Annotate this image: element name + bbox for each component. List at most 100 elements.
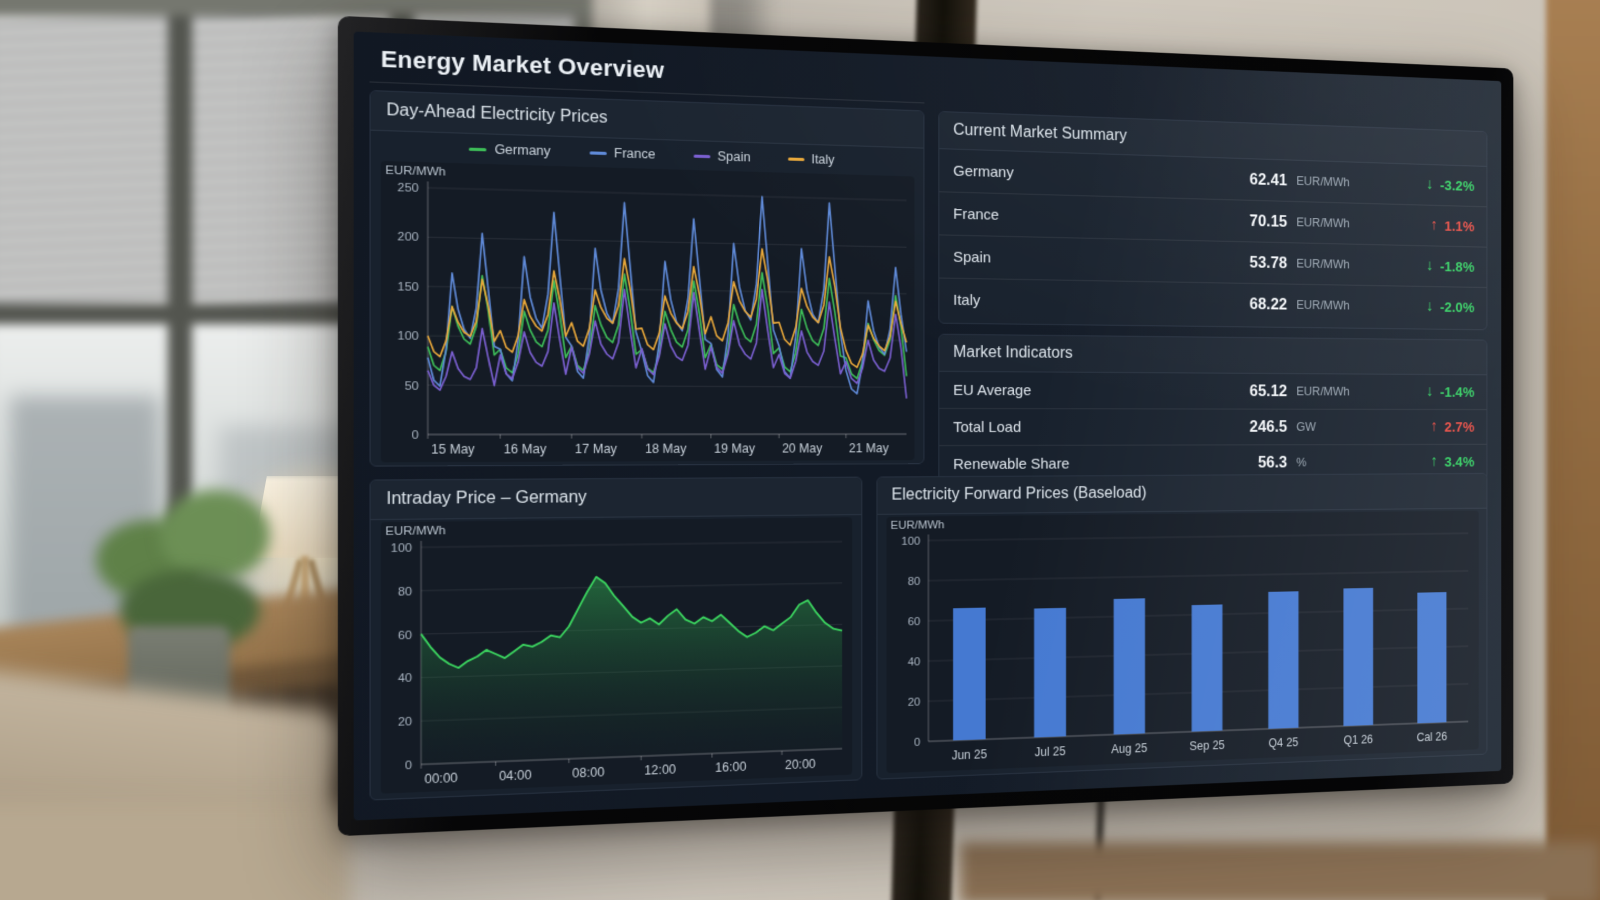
panel-title: Electricity Forward Prices (Baseload) [877,473,1487,515]
svg-text:16 May: 16 May [504,442,548,456]
svg-text:20:00: 20:00 [785,757,816,772]
change-percent: -2.0% [1440,298,1475,316]
row-change: ↓ -1.4% [1370,383,1474,400]
table-row: Total Load 246.5 GW ↑ 2.7% [939,407,1487,446]
row-change: ↑ 1.1% [1370,216,1474,236]
svg-text:50: 50 [405,378,420,393]
row-unit: EUR/MWh [1296,215,1350,231]
legend-color-dash [589,150,607,155]
svg-text:Jun 25: Jun 25 [952,747,988,762]
row-value: 246.5 [1249,417,1288,436]
row-label: Germany [953,162,1014,181]
market-summary-panel: Current Market Summary Germany 62.41 EUR… [938,110,1488,331]
intraday-chart: 0 20 40 60 80 100 EUR/MWh 00:00 04:00 08:00 12:00 1… [380,517,853,794]
row-value: 65.12 [1249,382,1288,400]
svg-text:Cal 26: Cal 26 [1417,730,1448,744]
svg-text:40: 40 [908,655,921,669]
svg-text:Q1 26: Q1 26 [1344,733,1373,747]
summary-rows: Germany 62.41 EUR/MWh ↓ -3.2% France 70.1… [939,149,1487,328]
tv-screen: Energy Market Overview Day-Ahead Electri… [353,31,1502,821]
svg-text:0: 0 [412,427,420,442]
market-indicators-panel: Market Indicators EU Average 65.12 EUR/M… [938,333,1488,485]
svg-text:100: 100 [391,540,413,555]
row-value: 53.78 [1249,253,1288,272]
svg-text:EUR/MWh: EUR/MWh [890,518,944,532]
row-label: Renewable Share [953,455,1070,473]
svg-text:20: 20 [908,695,921,709]
forward-prices-chart: 0 20 40 60 80 100 EUR/MWh Jun 25 Jul 25 Aug 25 Sep… [886,510,1479,774]
svg-text:12:00: 12:00 [644,762,676,777]
change-percent: 1.1% [1444,217,1475,235]
svg-text:200: 200 [397,229,419,244]
page-title: Energy Market Overview [380,45,665,84]
row-unit: GW [1296,420,1316,434]
row-label: Italy [953,291,981,309]
svg-text:250: 250 [397,180,419,195]
row-change: ↑ 3.4% [1370,453,1474,470]
svg-text:20: 20 [398,714,413,729]
row-label: Spain [953,248,991,266]
svg-text:17 May: 17 May [575,442,618,456]
change-percent: 2.7% [1444,418,1475,435]
legend-item: Italy [787,151,835,167]
row-unit: EUR/MWh [1296,384,1350,399]
svg-text:Jul 25: Jul 25 [1035,745,1066,760]
wall-panel-right [1546,0,1600,900]
legend-item: France [589,145,655,162]
sofa-seat [0,802,350,900]
trend-arrow-icon: ↓ [1426,176,1434,193]
trend-arrow-icon: ↓ [1426,257,1434,274]
row-change: ↓ -3.2% [1370,175,1474,195]
table-row: Italy 68.22 EUR/MWh ↓ -2.0% [939,277,1487,328]
legend-item: Spain [693,148,751,165]
svg-text:Sep 25: Sep 25 [1189,738,1224,753]
change-percent: -3.2% [1440,177,1475,195]
plant-leaves [160,490,270,580]
svg-text:80: 80 [908,574,921,588]
legend-item: Germany [469,141,551,159]
panel-title: Intraday Price – Germany [370,477,862,521]
trend-arrow-icon: ↑ [1430,453,1438,470]
row-unit: EUR/MWh [1296,174,1350,190]
tv-frame: Energy Market Overview Day-Ahead Electri… [337,15,1514,837]
legend-color-dash [693,154,711,158]
intraday-panel: Intraday Price – Germany 0 20 40 60 80 100 EUR… [369,476,863,801]
svg-text:100: 100 [901,534,921,548]
svg-text:100: 100 [397,328,419,343]
row-label: France [953,205,1000,224]
svg-text:80: 80 [398,584,413,599]
panel-title: Market Indicators [939,334,1487,376]
svg-text:20 May: 20 May [782,442,823,456]
table-row: EU Average 65.12 EUR/MWh ↓ -1.4% [939,372,1486,409]
indicator-rows: EU Average 65.12 EUR/MWh ↓ -1.4% Total Lo… [939,372,1487,483]
row-unit: % [1296,455,1307,470]
row-label: Total Load [953,418,1022,436]
row-value: 70.15 [1249,211,1288,231]
change-percent: 3.4% [1444,453,1475,470]
day-ahead-panel: Day-Ahead Electricity Prices Germany Fran… [369,89,925,467]
svg-text:08:00: 08:00 [572,765,604,780]
trend-arrow-icon: ↓ [1426,383,1434,400]
row-change: ↓ -1.8% [1370,256,1474,275]
svg-text:0: 0 [405,758,413,773]
svg-text:Aug 25: Aug 25 [1111,741,1147,756]
row-unit: EUR/MWh [1296,298,1350,313]
svg-text:EUR/MWh: EUR/MWh [385,523,446,538]
change-percent: -1.4% [1440,383,1475,401]
svg-text:00:00: 00:00 [424,771,457,787]
lamp-stem [301,556,309,622]
row-label: EU Average [953,381,1032,399]
svg-text:150: 150 [397,279,419,294]
svg-text:60: 60 [398,627,413,642]
trend-arrow-icon: ↑ [1430,418,1438,435]
row-value: 62.41 [1249,170,1288,189]
trend-arrow-icon: ↓ [1426,298,1434,315]
forward-prices-panel: Electricity Forward Prices (Baseload) 0 2… [876,472,1488,780]
day-ahead-chart: 0 50 100 150 200 250 EUR/MWh 15 May 16 May 17 May… [380,160,915,463]
svg-text:15 May: 15 May [431,442,475,457]
credenza [960,842,1600,900]
svg-text:18 May: 18 May [645,442,687,456]
trend-arrow-icon: ↑ [1430,217,1438,234]
row-value: 68.22 [1249,295,1288,313]
svg-text:Q4 25: Q4 25 [1269,736,1299,750]
